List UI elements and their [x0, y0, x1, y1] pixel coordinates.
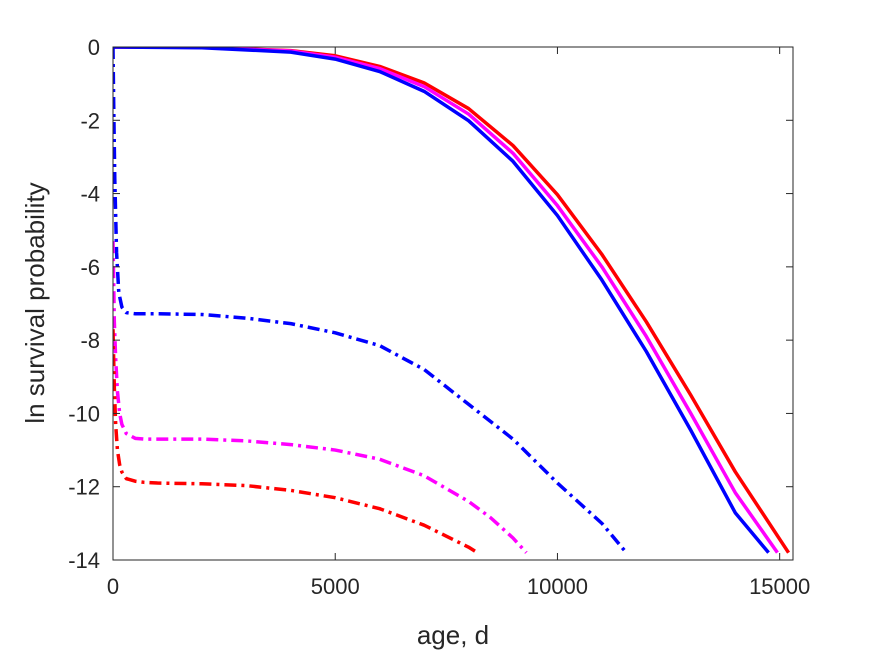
x-tick-label: 0	[107, 574, 119, 599]
x-tick-label: 5000	[311, 574, 360, 599]
series-line-6	[113, 329, 479, 555]
y-tick-label: -6	[80, 255, 100, 280]
plot-area-frame	[112, 46, 794, 561]
series-layer	[113, 47, 791, 555]
y-tick-label: -12	[68, 475, 100, 500]
x-tick-label: 10000	[527, 574, 588, 599]
series-line-5	[113, 241, 528, 554]
x-tick-label: 15000	[749, 574, 810, 599]
series-line-4	[113, 47, 628, 554]
y-tick-label: -4	[80, 182, 100, 207]
series-line-3	[113, 47, 770, 554]
y-axis-label: ln survival probability	[20, 182, 50, 423]
y-tick-label: -14	[68, 548, 100, 573]
x-axis-label: age, d	[417, 620, 489, 650]
y-tick-label: -2	[80, 108, 100, 133]
y-tick-label: -10	[68, 401, 100, 426]
y-tick-label: -8	[80, 328, 100, 353]
y-tick-label: 0	[88, 35, 100, 60]
tick-layer: 0 5000 10000 15000 0 -2 -4 -6 -8 -10 -12 -14	[68, 35, 810, 599]
